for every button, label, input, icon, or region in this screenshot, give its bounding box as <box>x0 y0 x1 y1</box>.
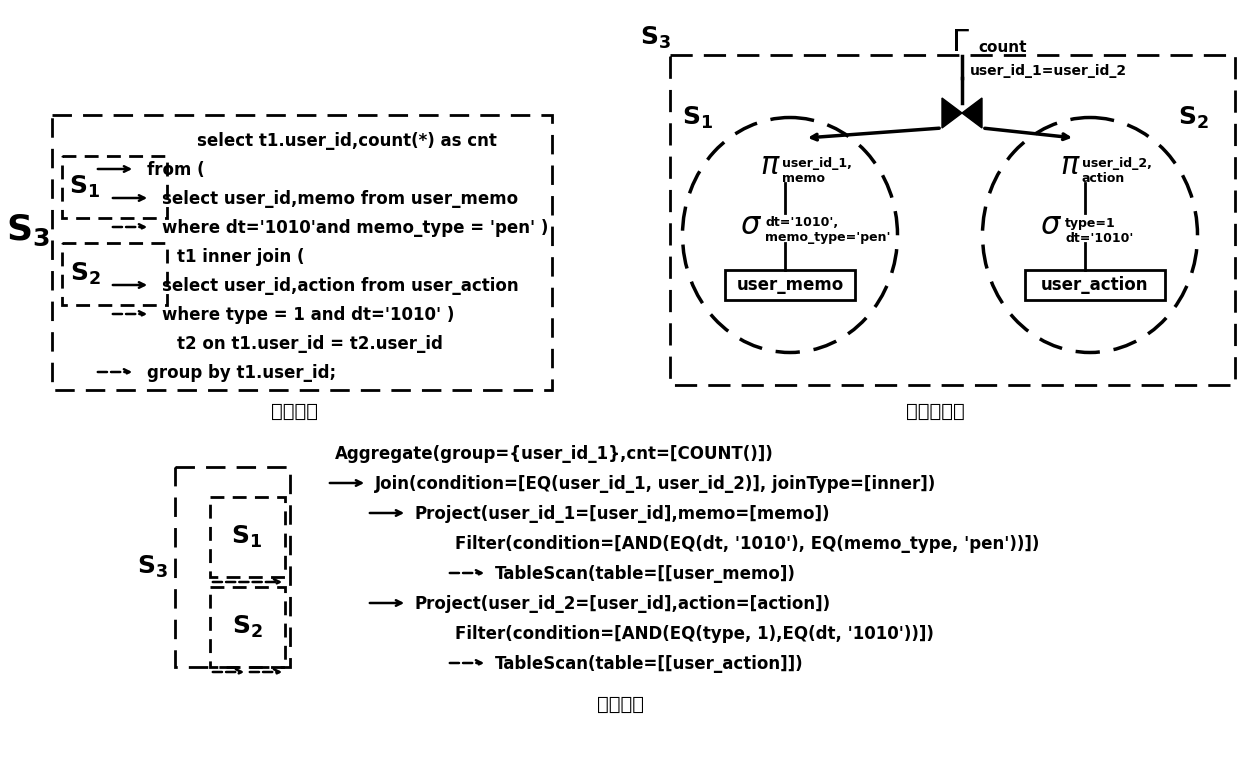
Bar <box>725 270 856 300</box>
Text: $\mathbf{S_2}$: $\mathbf{S_2}$ <box>1178 105 1209 131</box>
Text: $\mathbf{S_2}$: $\mathbf{S_2}$ <box>232 614 263 640</box>
Text: where dt='1010'and memo_type = 'pen' ): where dt='1010'and memo_type = 'pen' ) <box>162 219 548 237</box>
Text: Filter(condition=[AND(EQ(dt, '1010'), EQ(memo_type, 'pen'))]): Filter(condition=[AND(EQ(dt, '1010'), EQ… <box>455 535 1039 553</box>
Text: dt='1010': dt='1010' <box>1065 232 1133 244</box>
Text: t1 inner join (: t1 inner join ( <box>177 248 305 266</box>
Text: t2 on t1.user_id = t2.user_id: t2 on t1.user_id = t2.user_id <box>177 335 443 353</box>
Bar <box>175 467 290 667</box>
Text: 查询语句: 查询语句 <box>272 402 319 421</box>
Text: $\mathbf{S_1}$: $\mathbf{S_1}$ <box>682 105 713 131</box>
Polygon shape <box>942 98 962 128</box>
Text: count: count <box>978 40 1027 55</box>
Text: group by t1.user_id;: group by t1.user_id; <box>148 364 336 382</box>
Text: $\mathbf{S_1}$: $\mathbf{S_1}$ <box>69 174 100 200</box>
Bar <box>52 115 552 390</box>
Text: 抽象语法树: 抽象语法树 <box>905 402 965 421</box>
Text: Join(condition=[EQ(user_id_1, user_id_2)], joinType=[inner]): Join(condition=[EQ(user_id_1, user_id_2)… <box>374 475 936 493</box>
Text: user_action: user_action <box>1042 276 1148 294</box>
Text: $\pi$: $\pi$ <box>760 151 781 179</box>
Polygon shape <box>962 98 982 128</box>
Text: memo_type='pen': memo_type='pen' <box>765 232 890 244</box>
Bar <box>62 156 167 218</box>
Text: user_memo: user_memo <box>737 276 843 294</box>
Text: $\mathbf{S_3}$: $\mathbf{S_3}$ <box>6 212 50 248</box>
Text: $\pi$: $\pi$ <box>1060 151 1081 179</box>
Text: $\mathbf{S_3}$: $\mathbf{S_3}$ <box>640 25 671 51</box>
Text: where type = 1 and dt='1010' ): where type = 1 and dt='1010' ) <box>162 306 454 324</box>
Bar <box>210 497 285 577</box>
Text: memo: memo <box>782 172 825 185</box>
Text: select user_id,memo from user_memo: select user_id,memo from user_memo <box>162 190 518 208</box>
Text: from (: from ( <box>148 161 205 179</box>
Text: $\mathbf{S_1}$: $\mathbf{S_1}$ <box>232 524 263 550</box>
Text: $\Gamma$: $\Gamma$ <box>951 28 970 57</box>
Text: Project(user_id_1=[user_id],memo=[memo]): Project(user_id_1=[user_id],memo=[memo]) <box>415 505 831 523</box>
Text: TableScan(table=[[user_action]]): TableScan(table=[[user_action]]) <box>495 655 804 673</box>
Text: type=1: type=1 <box>1065 217 1116 229</box>
Text: user_id_1,: user_id_1, <box>782 157 852 169</box>
Text: action: action <box>1083 172 1125 185</box>
Text: select t1.user_id,count(*) as cnt: select t1.user_id,count(*) as cnt <box>197 132 497 150</box>
Text: user_id_1=user_id_2: user_id_1=user_id_2 <box>970 64 1127 78</box>
Text: dt='1010',: dt='1010', <box>765 217 838 229</box>
Text: $\sigma$: $\sigma$ <box>1040 211 1063 239</box>
Text: $\sigma$: $\sigma$ <box>740 211 763 239</box>
Text: user_id_2,: user_id_2, <box>1083 157 1152 169</box>
Text: Project(user_id_2=[user_id],action=[action]): Project(user_id_2=[user_id],action=[acti… <box>415 595 831 613</box>
Text: Filter(condition=[AND(EQ(type, 1),EQ(dt, '1010'))]): Filter(condition=[AND(EQ(type, 1),EQ(dt,… <box>455 625 934 643</box>
Text: TableScan(table=[[user_memo]): TableScan(table=[[user_memo]) <box>495 565 796 583</box>
Text: Aggregate(group={user_id_1},cnt=[COUNT()]): Aggregate(group={user_id_1},cnt=[COUNT()… <box>335 445 774 463</box>
Bar <box>1025 270 1166 300</box>
Text: $\mathbf{S_2}$: $\mathbf{S_2}$ <box>69 261 100 287</box>
Text: $\mathbf{S_3}$: $\mathbf{S_3}$ <box>138 554 169 580</box>
Text: select user_id,action from user_action: select user_id,action from user_action <box>162 277 518 295</box>
Bar <box>62 243 167 305</box>
Bar <box>210 587 285 667</box>
Bar <box>670 55 1235 385</box>
Text: 查询计划: 查询计划 <box>596 695 644 714</box>
